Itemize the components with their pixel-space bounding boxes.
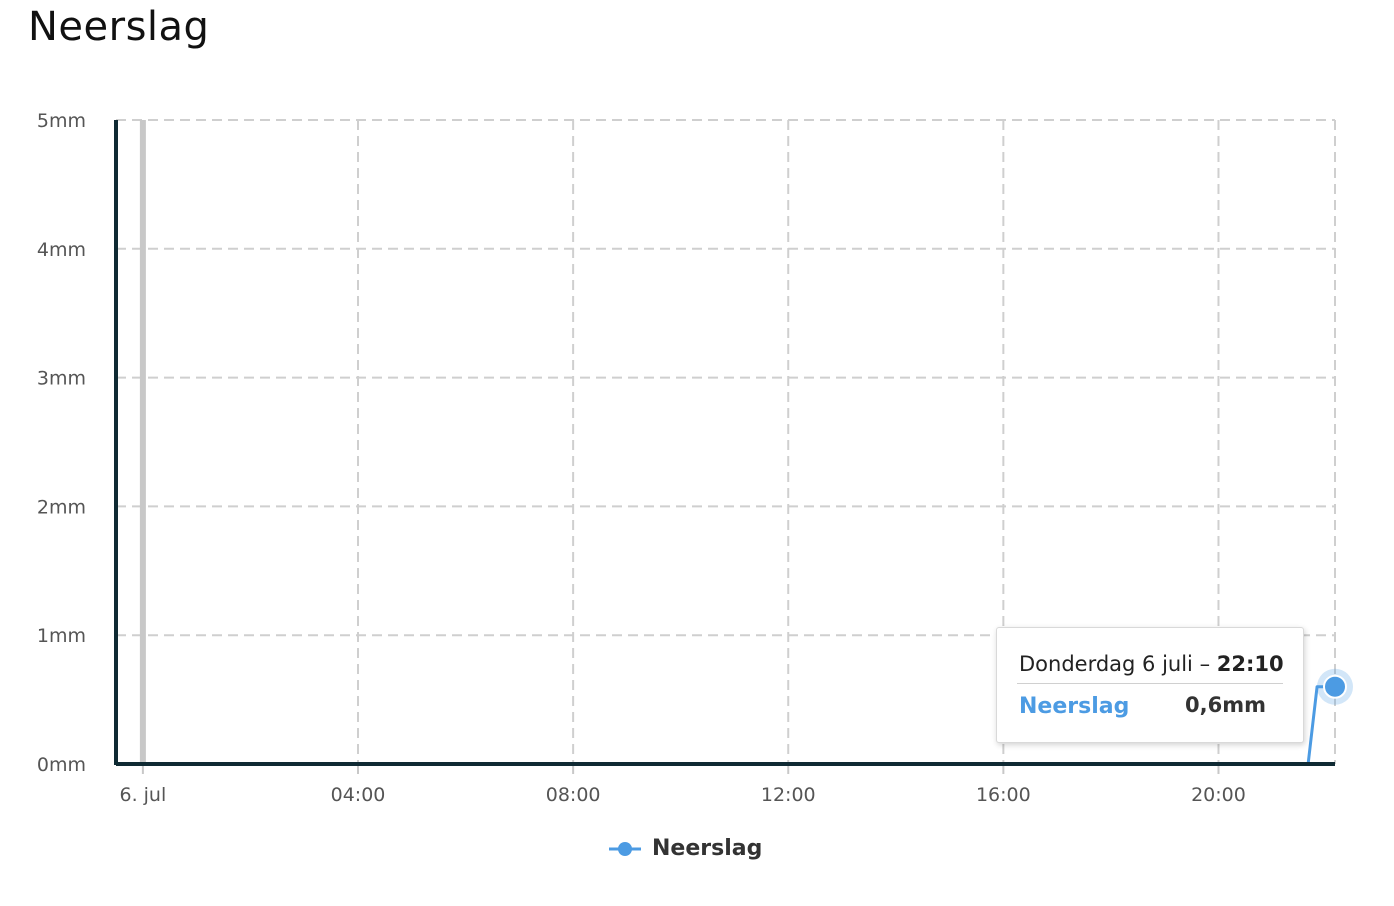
x-tick-label: 08:00 <box>546 784 601 806</box>
tooltip-date: Donderdag 6 juli – 22:10 <box>1019 652 1284 676</box>
x-tick-label: 04:00 <box>331 784 386 806</box>
x-tick-label: 16:00 <box>976 784 1031 806</box>
legend-item-neerslag[interactable]: Neerslag <box>608 836 762 861</box>
y-tick-label: 3mm <box>37 368 86 390</box>
y-tick-label: 5mm <box>37 110 86 132</box>
y-axis-labels: 0mm 1mm 2mm 3mm 4mm 5mm <box>37 110 86 776</box>
legend-line-marker-icon <box>609 841 641 856</box>
hovered-data-point[interactable] <box>1323 674 1347 699</box>
x-tick-label: 12:00 <box>761 784 816 806</box>
x-tick-label: 20:00 <box>1191 784 1246 806</box>
y-tick-label: 0mm <box>37 754 86 776</box>
tooltip-date-text: Donderdag 6 juli – <box>1019 652 1217 676</box>
tooltip-series-name: Neerslag <box>1019 694 1130 719</box>
y-tick-label: 4mm <box>37 239 86 261</box>
tooltip-value: 0,6mm <box>1185 693 1266 717</box>
tooltip-time: 22:10 <box>1216 652 1284 676</box>
legend-label: Neerslag <box>652 836 763 861</box>
y-tick-label: 1mm <box>37 625 86 647</box>
tooltip: Donderdag 6 juli – 22:10 Neerslag 0,6mm <box>996 627 1304 743</box>
y-tick-label: 2mm <box>37 496 86 518</box>
grid-lines <box>116 119 1336 774</box>
tooltip-divider <box>1017 683 1283 684</box>
page-title: Neerslag <box>28 4 210 50</box>
x-tick-label: 6. jul <box>119 784 166 806</box>
x-axis-labels: 6. jul 04:00 08:00 12:00 16:00 20:00 <box>119 784 1245 806</box>
